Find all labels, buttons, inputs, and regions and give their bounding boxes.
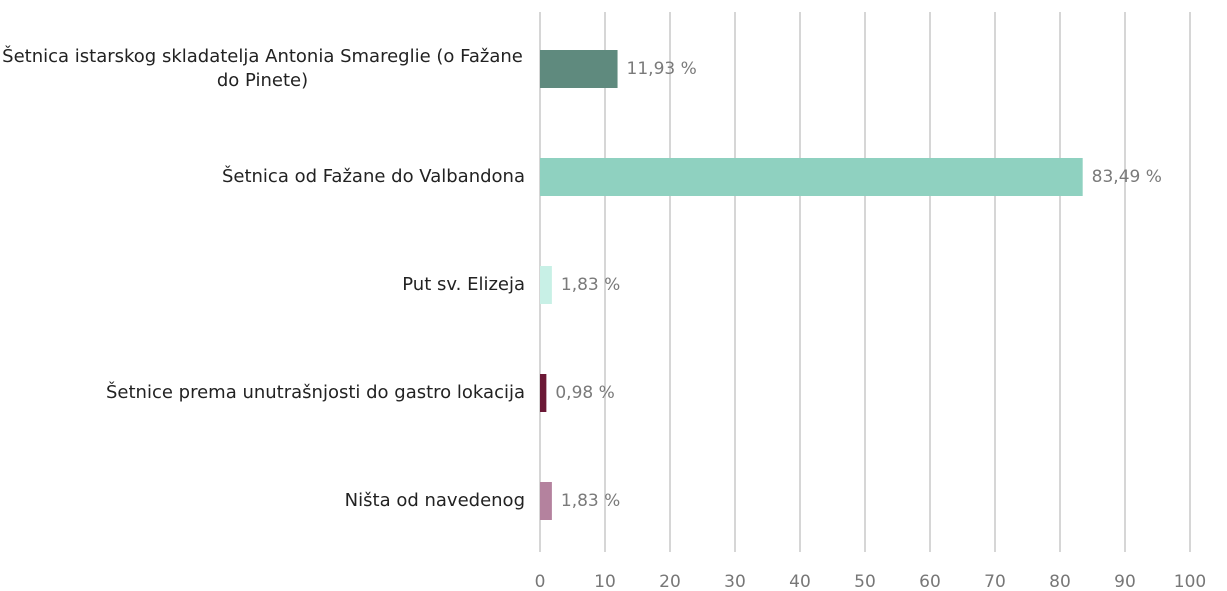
category-label-row: Šetnica od Fažane do Valbandona [0,165,525,189]
category-label: Šetnica od Fažane do Valbandona [221,166,525,187]
x-tick-label: 70 [984,572,1006,591]
category-label-row: Šetnice prema unutrašnjosti do gastro lo… [0,381,525,405]
category-label: Šetnice prema unutrašnjosti do gastro lo… [106,382,525,403]
bar [540,266,552,304]
category-label-row: Ništa od navedenog [0,489,525,513]
x-tick-label: 60 [919,572,941,591]
value-label: 1,83 % [560,491,621,511]
value-label: 0,98 % [555,383,615,403]
x-tick-label: 10 [594,572,616,591]
x-tick-label: 50 [854,572,876,591]
value-label: 1,83 % [560,275,621,295]
bar [540,482,552,520]
x-tick-label: 100 [1173,572,1207,591]
category-label: Put sv. Elizeja [402,274,525,295]
bar [540,374,547,412]
x-tick-label: 0 [534,572,546,591]
bar [540,50,618,88]
x-tick-label: 40 [789,572,811,591]
category-label: Ništa od navedenog [344,490,525,511]
category-label-row: Šetnica istarskog skladatelja Antonia Sm… [0,45,525,93]
value-label: 11,93 % [626,59,697,79]
category-label-row: Put sv. Elizeja [0,273,525,297]
x-tick-label: 30 [724,572,746,591]
x-tick-label: 90 [1114,572,1136,591]
value-label: 83,49 % [1091,167,1162,187]
bar [540,158,1083,196]
category-label: Šetnica istarskog skladatelja Antonia Sm… [2,46,523,91]
x-tick-label: 20 [659,572,681,591]
x-tick-label: 80 [1049,572,1071,591]
